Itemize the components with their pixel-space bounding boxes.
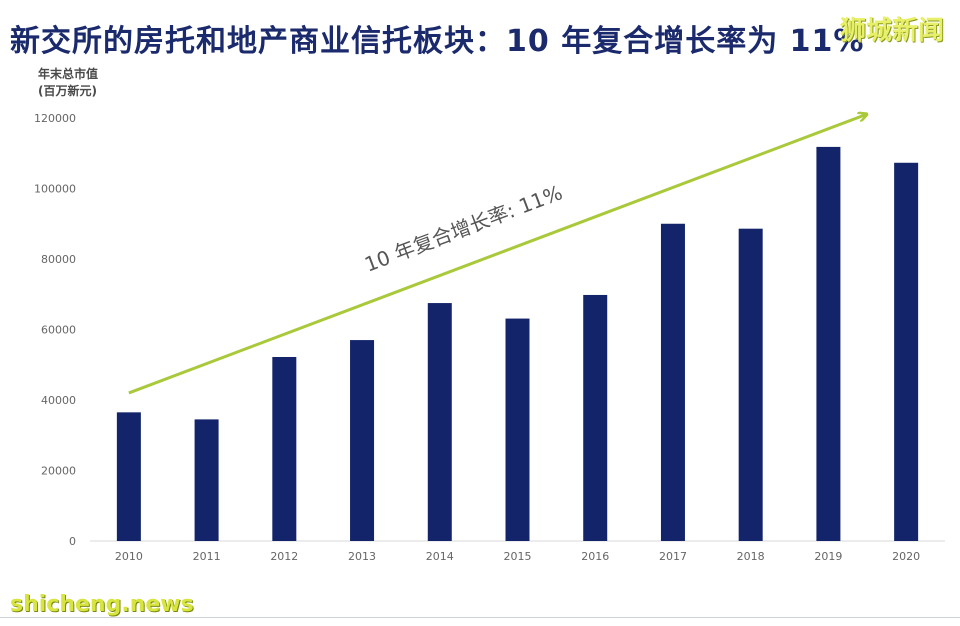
y-axis-label-line2: (百万新元) — [38, 84, 97, 98]
trend-arrow — [128, 114, 866, 395]
x-tick-label: 2014 — [426, 550, 454, 563]
bar-2011 — [194, 419, 219, 541]
annotation-label: 10 年复合增长率: 11% — [361, 180, 565, 276]
y-tick-label: 20000 — [41, 465, 76, 478]
x-tick-label: 2010 — [115, 550, 143, 563]
y-tick-label: 80000 — [41, 253, 76, 266]
y-axis-label: 年末总市值 (百万新元) — [38, 66, 98, 100]
bar-2015 — [505, 318, 530, 541]
x-tick-label: 2016 — [581, 550, 609, 563]
bottom-divider — [0, 617, 960, 618]
y-tick-label: 60000 — [41, 324, 76, 337]
y-tick-label: 100000 — [34, 183, 76, 196]
x-axis: 2010 2011 2012 2013 2014 2015 2016 2017 2018 2019… — [115, 550, 920, 563]
bars-group — [116, 146, 919, 541]
bar-2020 — [894, 162, 919, 541]
bar-2018 — [738, 228, 763, 541]
watermark-top: 狮城新闻 — [840, 16, 945, 46]
x-tick-label: 2012 — [270, 550, 298, 563]
y-tick-label: 40000 — [41, 394, 76, 407]
x-tick-label: 2011 — [193, 550, 221, 563]
x-tick-label: 2013 — [348, 550, 376, 563]
y-axis-label-line1: 年末总市值 — [38, 67, 99, 81]
bar-2012 — [272, 356, 297, 541]
x-tick-label: 2018 — [737, 550, 765, 563]
bar-2016 — [583, 294, 608, 541]
y-tick-label: 120000 — [34, 112, 76, 125]
y-tick-label: 0 — [69, 535, 76, 548]
x-tick-label: 2020 — [892, 550, 920, 563]
bar-2014 — [427, 303, 452, 541]
bar-2017 — [660, 223, 685, 541]
watermark-bottom: shicheng.news — [10, 592, 194, 617]
x-tick-label: 2015 — [504, 550, 532, 563]
y-axis: 0 20000 40000 60000 80000 100000 120000 — [34, 112, 76, 548]
x-tick-label: 2017 — [659, 550, 687, 563]
x-tick-label: 2019 — [814, 550, 842, 563]
bar-2013 — [350, 340, 375, 541]
bar-2010 — [116, 412, 141, 541]
chart-title: 新交所的房托和地产商业信托板块：10 年复合增长率为 11% — [10, 24, 865, 59]
bar-2019 — [816, 146, 841, 541]
